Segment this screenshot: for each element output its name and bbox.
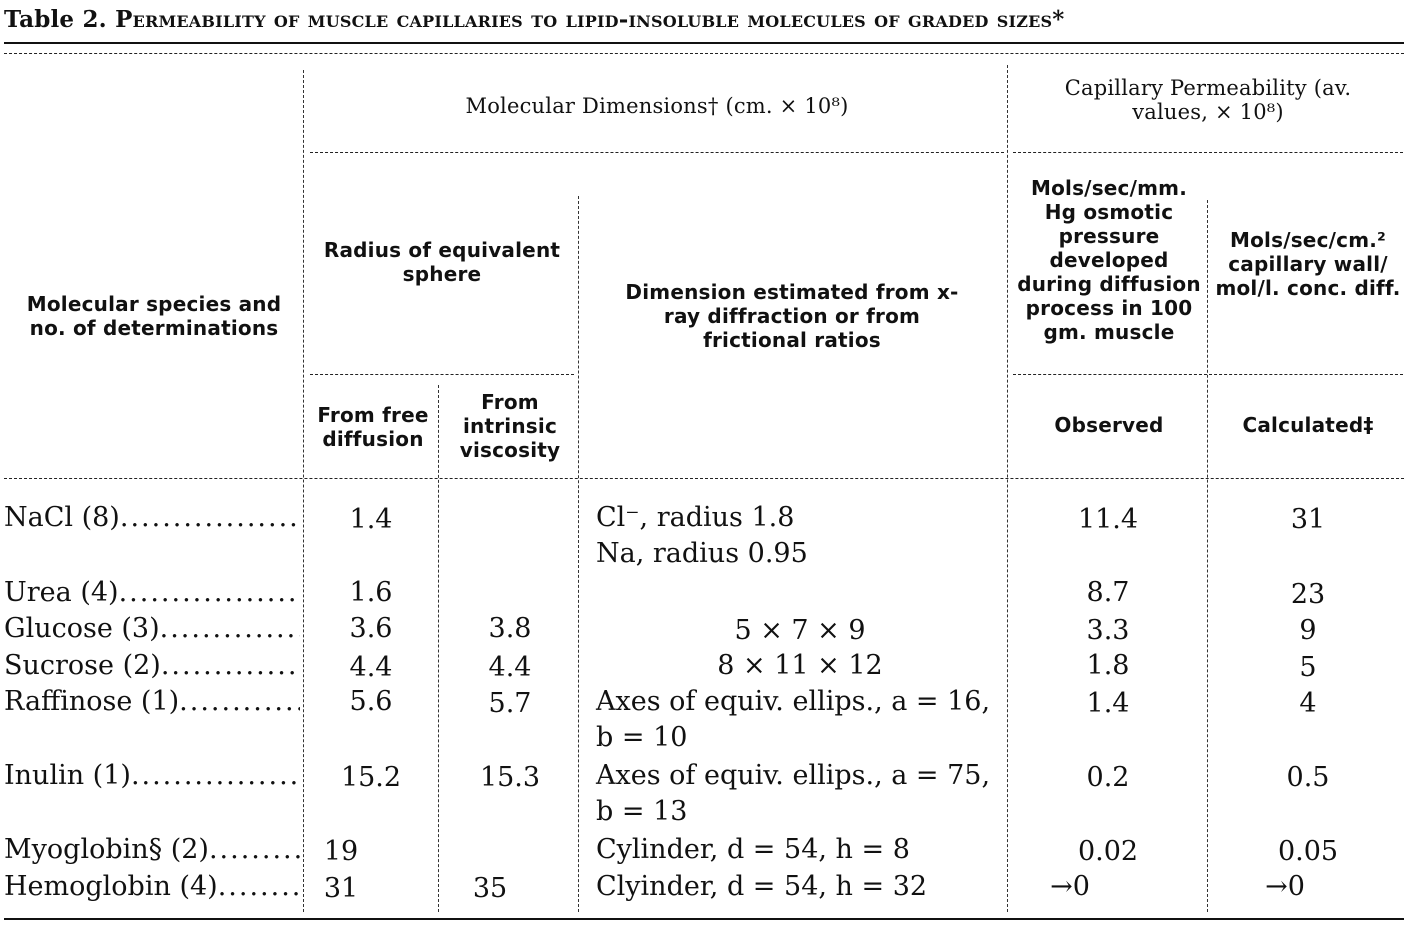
- cell-free-diffusion: 15.2: [340, 762, 402, 793]
- header-calculated: Calculated‡: [1242, 413, 1374, 437]
- permeability-subrule: [1013, 374, 1403, 375]
- top-rule: [4, 42, 1404, 44]
- species-name: NaCl (8): [4, 502, 120, 533]
- cell-calculated: 0.05: [1277, 836, 1339, 867]
- table-title: Table 2. Permeability of muscle capillar…: [4, 6, 1404, 33]
- cell-observed: 1.8: [1086, 650, 1130, 681]
- species-name: Glucose (3): [4, 613, 160, 644]
- cell-dimension: Clyinder, d = 54, h = 32: [596, 871, 928, 902]
- header-from-intrinsic-viscosity: From intrinsic viscosity: [459, 390, 561, 462]
- cell-dimension: Cl⁻, radius 1.8: [596, 502, 795, 533]
- cell-calculated: 4: [1299, 688, 1317, 719]
- cell-free-diffusion: 1.6: [349, 577, 393, 608]
- cell-dimension: Axes of equiv. ellips., a = 75, b = 13: [596, 760, 991, 827]
- cell-calculated: 9: [1299, 615, 1317, 646]
- cell-free-diffusion: 4.4: [349, 652, 393, 683]
- col-separator-2: [1007, 65, 1008, 912]
- cell-intrinsic-viscosity: 4.4: [488, 652, 532, 683]
- col-separator-3: [578, 196, 579, 912]
- header-radius-sphere: Radius of equivalent sphere: [323, 238, 561, 286]
- cell-observed: 1.4: [1086, 688, 1130, 719]
- species-name: Urea (4): [4, 577, 119, 608]
- col-separator-5: [1207, 200, 1208, 912]
- cell-calculated: 23: [1290, 579, 1326, 610]
- cell-free-diffusion: 3.6: [349, 613, 393, 644]
- table-row-species: Glucose (3).........................: [4, 613, 300, 644]
- cell-observed: 8.7: [1086, 577, 1130, 608]
- table-row-species: Inulin (1).........................: [4, 760, 300, 791]
- species-name: Raffinose (1): [4, 686, 180, 717]
- cell-dimension: 8 × 11 × 12: [717, 650, 883, 681]
- table-row-species: Myoglobin§ (2).........................: [4, 834, 300, 865]
- table-row-species: Urea (4).........................: [4, 577, 300, 608]
- cell-dimension: Axes of equiv. ellips., a = 16, b = 10: [596, 686, 991, 753]
- table-number: Table 2.: [4, 6, 107, 33]
- cell-calculated: 0.5: [1286, 762, 1330, 793]
- top-dashed-rule: [4, 53, 1404, 54]
- cell-intrinsic-viscosity: 15.3: [479, 762, 541, 793]
- header-species: Molecular species and no. of determinati…: [26, 292, 282, 340]
- species-name: Myoglobin§ (2): [4, 834, 209, 865]
- header-dimension-estimated: Dimension estimated from x-ray diffracti…: [625, 280, 959, 352]
- header-capillary-permeability: Capillary Permeability (av. values, × 10…: [1064, 76, 1352, 124]
- header-from-free-diffusion: From free diffusion: [317, 403, 429, 451]
- cell-free-diffusion: 31: [323, 873, 359, 904]
- cell-calculated: 31: [1290, 504, 1326, 535]
- species-name: Hemoglobin (4): [4, 871, 218, 902]
- table-row-species: Sucrose (2).........................: [4, 650, 300, 681]
- col-separator-4: [438, 385, 439, 912]
- cell-calculated: 5: [1299, 652, 1317, 683]
- cell-free-diffusion: 19: [323, 836, 359, 867]
- cell-dimension-secondary: Na, radius 0.95: [596, 538, 808, 569]
- header-mols-capillary: Mols/sec/cm.² capillary wall/ mol/l. con…: [1215, 228, 1401, 300]
- cell-observed: 0.2: [1086, 762, 1130, 793]
- header-rule-right: [1013, 152, 1403, 153]
- header-observed: Observed: [1054, 413, 1164, 437]
- cell-observed: →0: [1050, 871, 1090, 902]
- cell-calculated: →0: [1265, 871, 1305, 902]
- cell-observed: 0.02: [1077, 836, 1139, 867]
- table-row-species: Raffinose (1).........................: [4, 686, 300, 717]
- header-bottom-rule: [4, 478, 1404, 479]
- header-molecular-dimensions: Molecular Dimensions† (cm. × 10⁸): [465, 94, 849, 118]
- table-row-species: NaCl (8).........................: [4, 502, 300, 533]
- bottom-rule: [4, 918, 1404, 920]
- species-name: Sucrose (2): [4, 650, 161, 681]
- cell-observed: 3.3: [1086, 615, 1130, 646]
- col-separator-1: [303, 70, 304, 912]
- cell-free-diffusion: 5.6: [349, 686, 393, 717]
- cell-intrinsic-viscosity: 5.7: [488, 688, 532, 719]
- cell-intrinsic-viscosity: 35: [472, 873, 508, 904]
- table-row-species: Hemoglobin (4).........................: [4, 871, 300, 902]
- header-mols-osmotic: Mols/sec/mm. Hg osmotic pressure develop…: [1017, 176, 1201, 344]
- cell-dimension: 5 × 7 × 9: [734, 615, 866, 646]
- cell-free-diffusion: 1.4: [349, 504, 393, 535]
- cell-dimension: Cylinder, d = 54, h = 8: [596, 834, 910, 865]
- table-caption: Permeability of muscle capillaries to li…: [115, 6, 1065, 33]
- header-rule-left: [310, 152, 1004, 153]
- radius-subrule: [310, 374, 574, 375]
- cell-observed: 11.4: [1077, 504, 1139, 535]
- cell-intrinsic-viscosity: 3.8: [488, 613, 532, 644]
- species-name: Inulin (1): [4, 760, 131, 791]
